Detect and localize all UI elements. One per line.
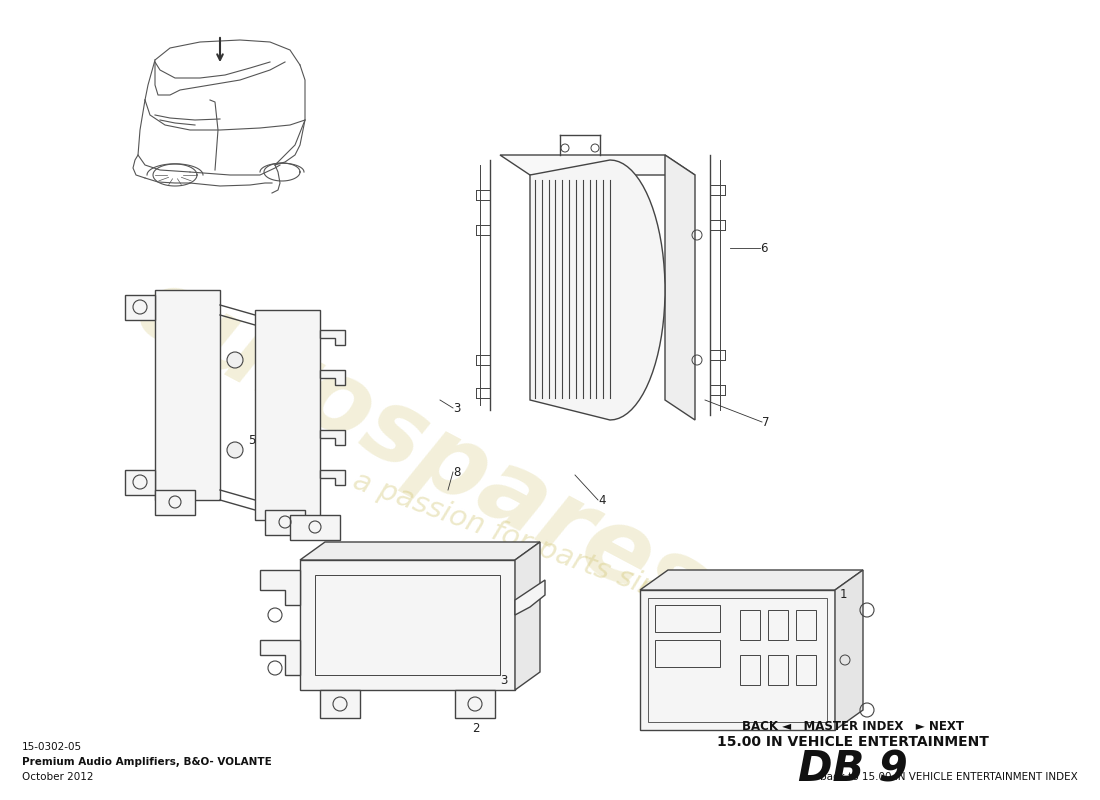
Polygon shape: [155, 290, 220, 500]
Text: 7: 7: [762, 415, 770, 429]
Polygon shape: [515, 542, 540, 690]
Polygon shape: [265, 510, 305, 535]
Text: 15.00 IN VEHICLE ENTERTAINMENT: 15.00 IN VEHICLE ENTERTAINMENT: [716, 735, 989, 750]
Polygon shape: [300, 560, 515, 690]
Polygon shape: [290, 515, 340, 540]
Text: 3: 3: [500, 674, 507, 686]
Polygon shape: [320, 430, 345, 445]
Polygon shape: [640, 570, 864, 590]
Polygon shape: [260, 570, 300, 605]
Text: 5: 5: [248, 434, 255, 446]
Text: back to 15.00 IN VEHICLE ENTERTAINMENT INDEX: back to 15.00 IN VEHICLE ENTERTAINMENT I…: [821, 772, 1078, 782]
Text: 8: 8: [453, 466, 461, 478]
Polygon shape: [455, 690, 495, 718]
Text: eurospares: eurospares: [118, 258, 722, 642]
Polygon shape: [500, 155, 695, 175]
Text: Premium Audio Amplifiers, B&O- VOLANTE: Premium Audio Amplifiers, B&O- VOLANTE: [22, 757, 272, 767]
Text: a passion for parts since 1985: a passion for parts since 1985: [349, 466, 771, 643]
Polygon shape: [255, 310, 320, 520]
Polygon shape: [260, 640, 300, 675]
Circle shape: [227, 442, 243, 458]
Polygon shape: [320, 470, 345, 485]
Polygon shape: [530, 160, 666, 420]
Text: 2: 2: [472, 722, 480, 734]
Text: 6: 6: [760, 242, 768, 254]
Text: BACK ◄   MASTER INDEX   ► NEXT: BACK ◄ MASTER INDEX ► NEXT: [741, 720, 964, 733]
Polygon shape: [125, 295, 155, 320]
Polygon shape: [320, 370, 345, 385]
Text: 1: 1: [840, 589, 847, 602]
Polygon shape: [320, 330, 345, 345]
Polygon shape: [320, 690, 360, 718]
Polygon shape: [640, 590, 835, 730]
Polygon shape: [125, 470, 155, 495]
Text: 3: 3: [453, 402, 461, 414]
Text: DB 9: DB 9: [798, 749, 908, 790]
Polygon shape: [155, 490, 195, 515]
Circle shape: [227, 352, 243, 368]
Text: 15-0302-05: 15-0302-05: [22, 742, 82, 752]
Polygon shape: [835, 570, 864, 730]
Text: October 2012: October 2012: [22, 772, 94, 782]
Text: 4: 4: [598, 494, 605, 506]
Polygon shape: [515, 580, 544, 615]
Polygon shape: [666, 155, 695, 420]
Polygon shape: [300, 542, 540, 560]
